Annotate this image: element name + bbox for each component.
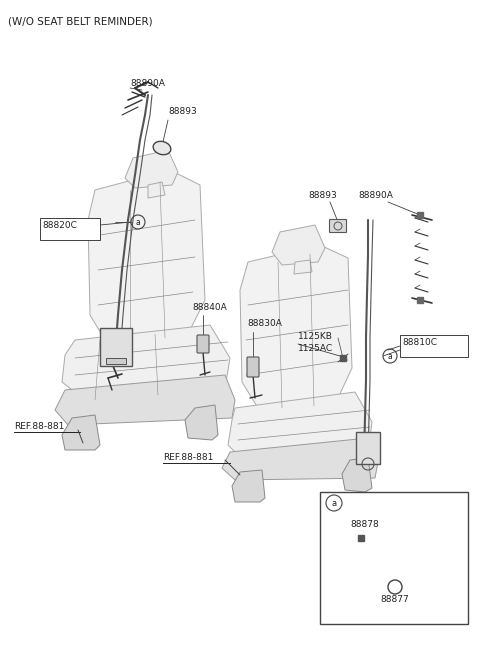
FancyBboxPatch shape xyxy=(247,357,259,377)
Text: 88890A: 88890A xyxy=(358,191,393,200)
Polygon shape xyxy=(232,470,265,502)
Text: 1125AC: 1125AC xyxy=(298,344,333,353)
FancyBboxPatch shape xyxy=(106,358,126,364)
Polygon shape xyxy=(272,225,325,265)
FancyBboxPatch shape xyxy=(100,328,132,366)
Ellipse shape xyxy=(153,141,171,154)
Text: 88830A: 88830A xyxy=(247,319,282,328)
Polygon shape xyxy=(240,245,352,408)
Text: 88840A: 88840A xyxy=(192,303,227,312)
Text: 1125KB: 1125KB xyxy=(298,332,333,341)
FancyBboxPatch shape xyxy=(320,492,468,624)
Text: 88820C: 88820C xyxy=(42,221,77,230)
Polygon shape xyxy=(148,182,165,198)
Polygon shape xyxy=(228,392,372,462)
Text: 88890A: 88890A xyxy=(130,79,165,88)
Text: 88877: 88877 xyxy=(380,595,409,604)
Polygon shape xyxy=(88,170,205,340)
Polygon shape xyxy=(62,415,100,450)
Text: a: a xyxy=(136,218,140,227)
Text: 88810C: 88810C xyxy=(402,338,437,347)
Text: 88893: 88893 xyxy=(168,107,197,116)
Polygon shape xyxy=(125,150,178,188)
FancyBboxPatch shape xyxy=(197,335,209,353)
Text: a: a xyxy=(331,499,336,508)
Polygon shape xyxy=(294,260,312,274)
Polygon shape xyxy=(185,405,218,440)
Text: 88893: 88893 xyxy=(308,191,337,200)
Polygon shape xyxy=(62,325,230,400)
FancyBboxPatch shape xyxy=(356,432,380,464)
Polygon shape xyxy=(342,458,372,492)
Polygon shape xyxy=(55,375,235,425)
FancyBboxPatch shape xyxy=(329,220,347,233)
Text: (W/O SEAT BELT REMINDER): (W/O SEAT BELT REMINDER) xyxy=(8,16,153,26)
Text: a: a xyxy=(388,351,392,360)
FancyBboxPatch shape xyxy=(40,218,100,240)
Polygon shape xyxy=(222,438,378,480)
FancyBboxPatch shape xyxy=(400,335,468,357)
Text: REF.88-881: REF.88-881 xyxy=(163,453,214,462)
Text: REF.88-881: REF.88-881 xyxy=(14,422,64,431)
Text: 88878: 88878 xyxy=(350,520,379,529)
